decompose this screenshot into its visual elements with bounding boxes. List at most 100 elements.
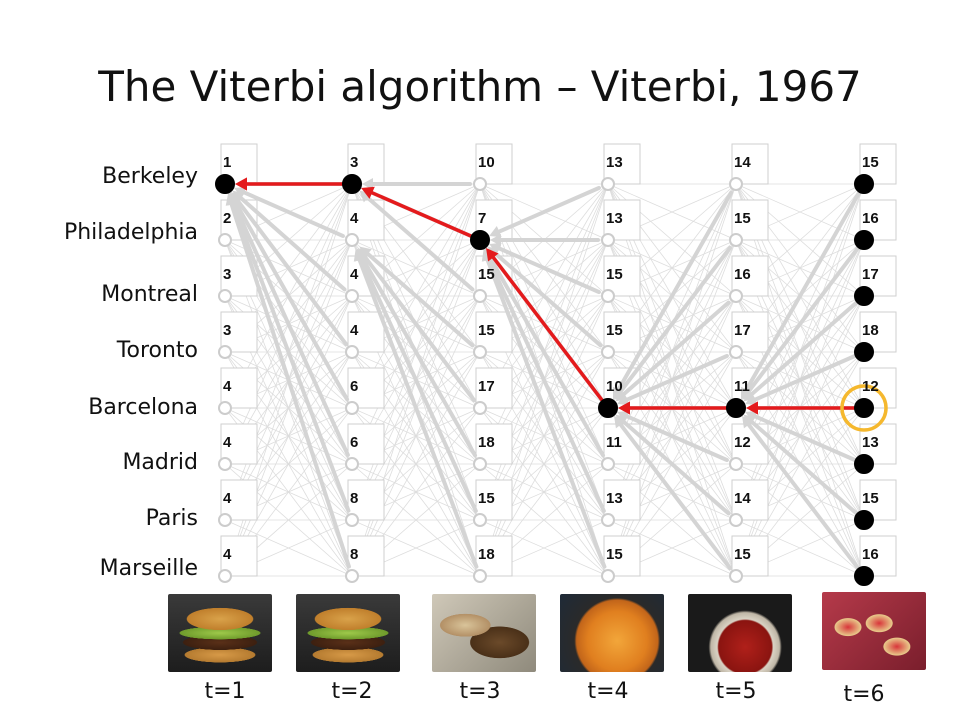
state-node [218, 233, 232, 247]
state-node [729, 289, 743, 303]
score-label: 15 [862, 490, 879, 507]
score-label: 18 [862, 322, 879, 339]
score-label: 3 [223, 322, 231, 339]
trellis-edge [224, 295, 353, 577]
score-label: 8 [350, 546, 358, 563]
score-label: 16 [734, 266, 751, 283]
state-node [473, 513, 487, 527]
best-path-arrow [746, 401, 856, 415]
best-path [235, 177, 856, 415]
state-node [345, 345, 359, 359]
back-pointer-arrow [617, 354, 729, 406]
state-node [345, 457, 359, 471]
score-label: 3 [350, 154, 358, 171]
score-label: 13 [606, 490, 623, 507]
time-step-label: t=3 [459, 679, 501, 704]
score-label: 4 [350, 266, 359, 283]
state-label: Berkeley [102, 164, 198, 189]
score-box [347, 423, 385, 465]
score-label: 15 [606, 322, 623, 339]
pizza-squares-photo [822, 592, 926, 670]
filled-state-node [854, 454, 874, 474]
score-label: 17 [734, 322, 751, 339]
score-label: 6 [350, 434, 358, 451]
score-label: 4 [223, 378, 232, 395]
filled-state-node [342, 174, 362, 194]
state-node [218, 457, 232, 471]
score-label: 15 [734, 210, 751, 227]
best-path-arrow [235, 177, 344, 191]
score-label: 12 [862, 378, 879, 395]
state-node [345, 513, 359, 527]
burger-photo [296, 594, 400, 672]
filled-state-node [470, 230, 490, 250]
state-label: Madrid [122, 450, 198, 475]
score-label: 7 [478, 210, 486, 227]
score-label: 14 [734, 154, 751, 171]
trellis-edge [479, 295, 609, 577]
score-label: 15 [606, 266, 623, 283]
state-node [729, 457, 743, 471]
score-label: 10 [478, 154, 495, 171]
score-label: 4 [350, 322, 359, 339]
state-label: Marseille [99, 556, 198, 581]
score-label: 13 [862, 434, 879, 451]
score-box [220, 311, 258, 353]
score-label: 11 [606, 434, 622, 451]
filled-state-node [854, 566, 874, 586]
back-pointer-arrow [742, 415, 860, 571]
back-pointer-arrow [614, 415, 732, 571]
state-node [473, 289, 487, 303]
state-node [218, 345, 232, 359]
score-label: 15 [862, 154, 879, 171]
state-label: Philadelphia [63, 220, 198, 245]
score-label: 1 [223, 154, 231, 171]
soup-photo [688, 594, 792, 672]
state-node [601, 457, 615, 471]
score-labels: 1 3 10 13 14 152 4 7 13 15 163 4 15 15 16 173 4 15 15 17 184… [223, 154, 879, 563]
score-label: 14 [734, 490, 751, 507]
state-node [345, 401, 359, 415]
score-label: 3 [223, 266, 231, 283]
cheesesteak-photo [432, 594, 536, 672]
score-label: 16 [862, 546, 879, 563]
state-node [218, 513, 232, 527]
best-path-arrow [361, 186, 473, 238]
trellis-edge [351, 295, 481, 577]
state-label: Barcelona [88, 395, 198, 420]
score-label: 15 [606, 546, 623, 563]
state-node [345, 233, 359, 247]
filled-state-node [215, 174, 235, 194]
score-box [731, 479, 769, 521]
score-label: 15 [478, 322, 495, 339]
state-node [473, 345, 487, 359]
best-end-highlight-circle [840, 384, 888, 432]
score-label: 6 [350, 378, 358, 395]
filled-state-node [598, 398, 618, 418]
score-label: 10 [606, 378, 623, 395]
score-label: 15 [478, 266, 495, 283]
score-label: 13 [606, 154, 623, 171]
score-label: 18 [478, 546, 495, 563]
state-label: Paris [145, 506, 198, 531]
state-node [345, 289, 359, 303]
state-label: Montreal [101, 282, 198, 307]
score-label: 2 [223, 210, 231, 227]
state-node [473, 177, 487, 191]
back-pointer-arrow [745, 354, 857, 406]
state-nodes [215, 174, 888, 586]
score-label: 4 [223, 434, 232, 451]
back-pointer-arrow [353, 249, 479, 569]
filled-state-node [854, 174, 874, 194]
score-label: 16 [862, 210, 879, 227]
state-label: Toronto [116, 338, 198, 363]
back-pointer-arrow [490, 233, 600, 247]
time-step-label: t=1 [204, 679, 246, 704]
slide-title: The Viterbi algorithm – Viterbi, 1967 [98, 62, 862, 111]
time-step-label: t=4 [587, 679, 629, 704]
state-node [729, 177, 743, 191]
paella-photo [560, 594, 664, 672]
score-label: 12 [734, 434, 751, 451]
best-path-arrow [618, 401, 728, 415]
back-pointer-arrow [225, 193, 351, 569]
